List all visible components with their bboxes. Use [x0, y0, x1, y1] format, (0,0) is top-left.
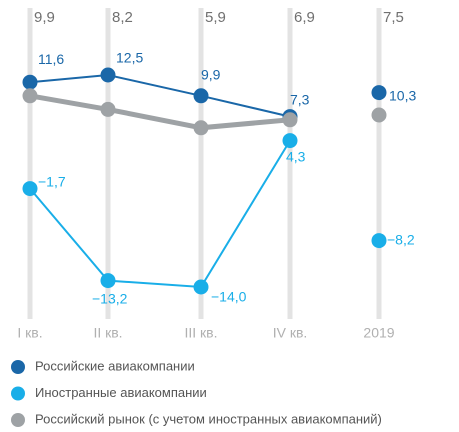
x-tick-label: II кв.	[93, 325, 122, 341]
data-point	[100, 273, 116, 289]
data-label: 8,2	[112, 9, 133, 26]
legend-label: Иностранные авиакомпании	[35, 385, 207, 400]
data-point	[282, 133, 298, 149]
data-point	[22, 181, 38, 197]
data-point	[193, 88, 209, 104]
x-tick-label: I кв.	[17, 325, 42, 341]
legend-marker	[11, 386, 25, 401]
legend-label: Российские авиакомпании	[35, 358, 195, 373]
x-tick-label: 2019	[363, 325, 394, 341]
data-label: −8,2	[387, 231, 415, 247]
data-point	[371, 85, 387, 101]
data-point	[282, 112, 298, 128]
data-label: −13,2	[92, 290, 128, 306]
data-label: 9,9	[34, 9, 55, 26]
series-line	[29, 140, 291, 289]
data-label: 7,3	[290, 91, 310, 107]
data-point	[22, 74, 38, 90]
data-point	[100, 67, 116, 83]
data-label: 9,9	[201, 67, 221, 83]
data-point	[193, 279, 209, 295]
data-label: 11,6	[38, 51, 64, 67]
x-tick-label: IV кв.	[273, 325, 308, 341]
data-label: 6,9	[294, 9, 315, 26]
data-label: 10,3	[389, 87, 416, 103]
data-label: 4,3	[286, 148, 306, 164]
data-label: −14,0	[211, 289, 247, 305]
data-point	[371, 107, 387, 123]
data-label: 5,9	[205, 9, 226, 26]
series-line	[29, 73, 291, 118]
series-line	[29, 93, 291, 131]
legend-label: Российский рынок (с учетом иностранных а…	[35, 411, 382, 426]
x-tick-label: III кв.	[184, 325, 217, 341]
data-point	[193, 120, 209, 136]
data-label: 7,5	[383, 9, 404, 26]
legend-marker	[11, 413, 25, 427]
data-point	[371, 233, 387, 249]
legend-marker	[11, 360, 25, 374]
data-label: −1,7	[38, 173, 66, 189]
data-label: 12,5	[116, 50, 143, 66]
data-point	[22, 88, 38, 104]
data-point	[100, 101, 116, 117]
